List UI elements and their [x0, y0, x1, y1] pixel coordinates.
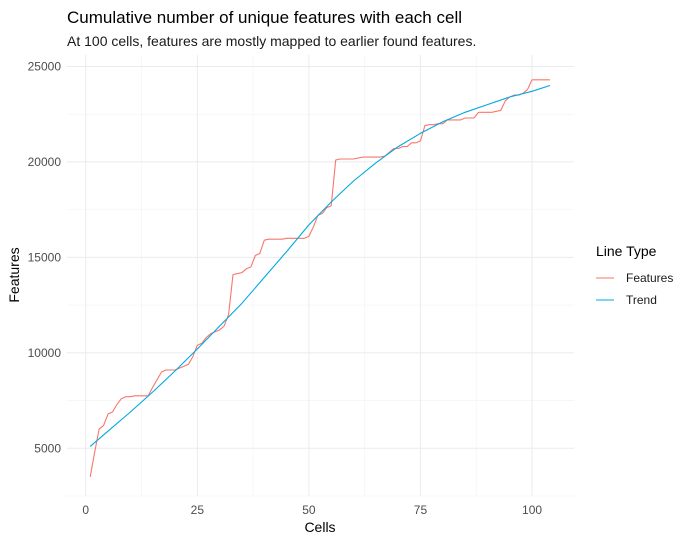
- series-line-trend: [89, 84, 551, 447]
- axis-ticks: 0 25 50 75 100 5000 10000 15000 20000 25000: [28, 59, 543, 517]
- y-tick-label: 5000: [34, 441, 61, 455]
- y-tick-label: 20000: [28, 155, 62, 169]
- legend-label-features: Features: [626, 271, 673, 285]
- chart-title: Cumulative number of unique features wit…: [67, 8, 462, 27]
- x-axis-title: Cells: [304, 519, 335, 535]
- legend: Line Type Features Trend: [596, 243, 673, 307]
- y-axis-title: Features: [6, 247, 22, 302]
- x-tick-label: 50: [302, 503, 316, 517]
- plot-lines: [89, 79, 551, 477]
- legend-title: Line Type: [596, 243, 657, 259]
- legend-label-trend: Trend: [626, 293, 657, 307]
- y-tick-label: 10000: [28, 346, 62, 360]
- x-tick-label: 0: [82, 503, 89, 517]
- x-tick-label: 25: [191, 503, 205, 517]
- grid-lines: [67, 55, 574, 497]
- y-tick-label: 25000: [28, 59, 62, 73]
- series-line-features: [89, 79, 550, 477]
- chart-subtitle: At 100 cells, features are mostly mapped…: [67, 33, 476, 49]
- x-tick-label: 75: [414, 503, 428, 517]
- y-tick-label: 15000: [28, 250, 62, 264]
- x-tick-label: 100: [522, 503, 542, 517]
